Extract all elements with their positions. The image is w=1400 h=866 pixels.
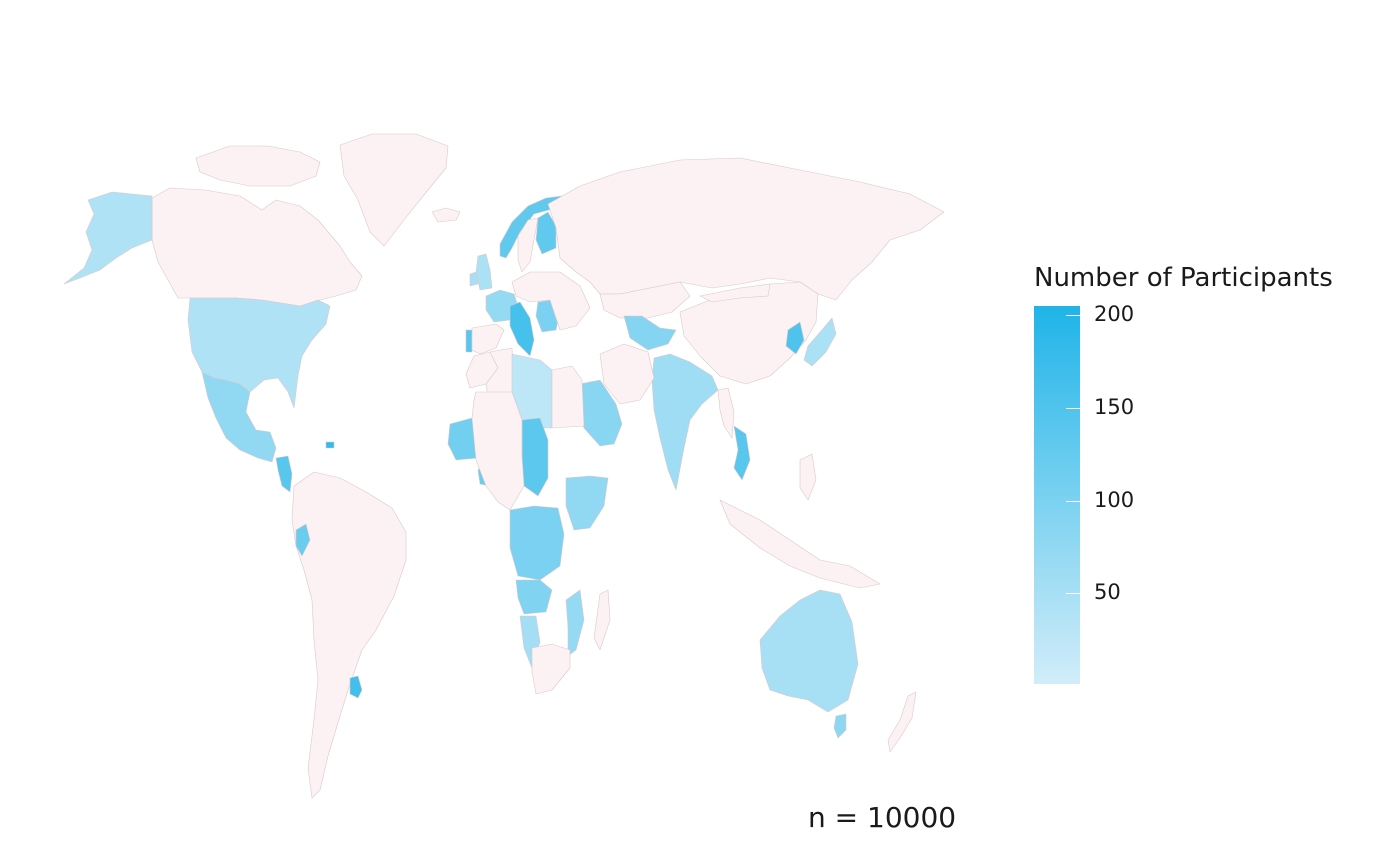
country-mexico bbox=[201, 371, 277, 463]
country-mongolia bbox=[699, 283, 771, 303]
legend-tick-label: 200 bbox=[1094, 302, 1135, 327]
country-madagascar bbox=[593, 589, 611, 651]
country-canada bbox=[151, 187, 363, 307]
country-spain bbox=[471, 323, 505, 355]
country-new-zealand bbox=[887, 691, 917, 753]
legend-colorbar bbox=[1034, 306, 1080, 684]
country-egypt bbox=[551, 365, 585, 429]
country-iceland bbox=[431, 207, 461, 223]
country-sweden bbox=[517, 217, 539, 273]
legend-title: Number of Participants bbox=[1034, 263, 1333, 293]
country-tasmania bbox=[833, 713, 847, 739]
legend-tick-label: 100 bbox=[1094, 487, 1135, 512]
country-dominican-republic bbox=[325, 441, 335, 449]
country-europe-other bbox=[511, 271, 591, 331]
country-japan bbox=[803, 317, 837, 367]
country-guatemala bbox=[275, 455, 293, 493]
country-sudan bbox=[521, 417, 549, 497]
legend-tick-mark bbox=[1066, 593, 1080, 595]
country-south-america bbox=[291, 471, 407, 799]
country-kenya bbox=[565, 475, 609, 531]
country-italy bbox=[509, 301, 535, 357]
country-india bbox=[651, 353, 719, 491]
legend-tick-label: 50 bbox=[1094, 580, 1121, 605]
country-angola bbox=[515, 579, 553, 615]
world-map bbox=[63, 133, 945, 799]
country-greenland bbox=[339, 133, 449, 247]
legend-tick-label: 150 bbox=[1094, 394, 1135, 419]
country-korea bbox=[785, 321, 805, 355]
country-myanmar bbox=[717, 387, 735, 439]
country-pakistan bbox=[623, 315, 677, 351]
country-ireland bbox=[469, 271, 479, 287]
legend-tick-mark bbox=[1066, 315, 1080, 317]
legend-tick-mark bbox=[1066, 407, 1080, 409]
country-australia bbox=[759, 589, 859, 713]
country-layer bbox=[63, 133, 945, 799]
legend-tick-mark bbox=[1066, 500, 1080, 502]
country-indonesia bbox=[719, 499, 881, 589]
country-uruguay bbox=[349, 675, 363, 699]
country-dr-congo bbox=[509, 505, 565, 581]
country-finland bbox=[535, 211, 557, 255]
country-united-kingdom bbox=[475, 253, 493, 291]
country-russia bbox=[547, 157, 945, 301]
sample-size-label: n = 10000 bbox=[808, 801, 957, 834]
country-vietnam bbox=[733, 425, 751, 481]
country-portugal bbox=[465, 329, 473, 353]
country-alaska-usa bbox=[63, 191, 153, 285]
country-south-africa bbox=[531, 643, 571, 695]
country-philippines bbox=[799, 453, 817, 501]
country-ecuador bbox=[295, 523, 311, 557]
country-mozambique bbox=[565, 589, 585, 657]
country-iran bbox=[599, 343, 655, 405]
country-kazakhstan bbox=[599, 281, 691, 319]
country-arctic-islands bbox=[195, 145, 321, 187]
country-africa-other bbox=[471, 391, 525, 511]
